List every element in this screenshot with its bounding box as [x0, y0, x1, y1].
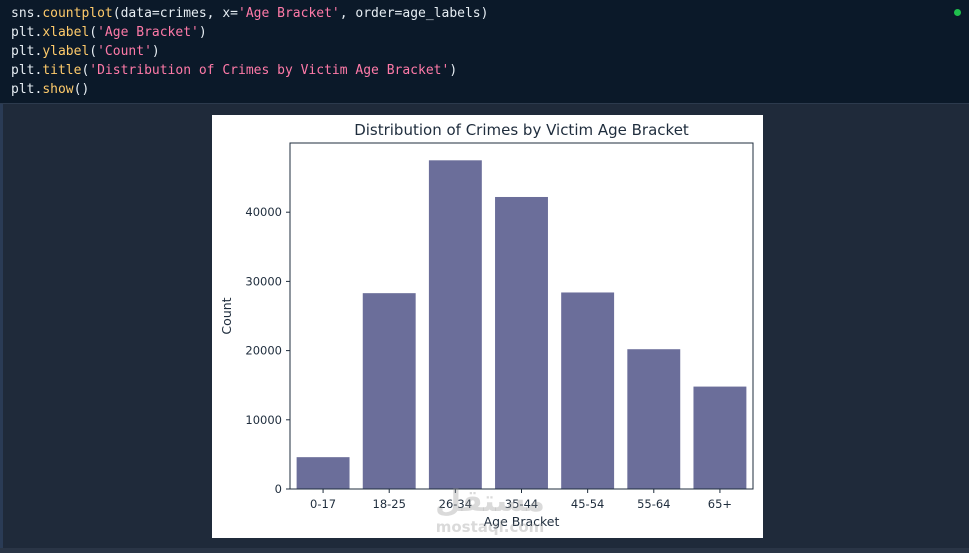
- code-line: plt.xlabel('Age Bracket'): [11, 23, 969, 42]
- code-line: sns.countplot(data=crimes, x='Age Bracke…: [11, 4, 969, 23]
- code-token: ): [198, 25, 207, 40]
- cell-bottom-bar: [0, 548, 969, 553]
- bar-0-17: [296, 457, 350, 489]
- bar-chart: Distribution of Crimes by Victim Age Bra…: [219, 121, 754, 529]
- code-token: plt.: [11, 25, 43, 40]
- x-tick-label: 0-17: [310, 497, 336, 511]
- bar-55-64: [627, 349, 681, 489]
- code-token: countplot: [42, 6, 113, 21]
- code-token: plt.: [11, 82, 43, 97]
- bar-26-34: [428, 160, 482, 490]
- code-token: xlabel: [42, 25, 90, 40]
- code-token: ylabel: [42, 44, 90, 59]
- y-tick-label: 30000: [245, 274, 282, 288]
- x-tick-label: 55-64: [637, 497, 670, 511]
- code-token: (data=crimes, x=: [112, 6, 238, 21]
- y-tick-label: 20000: [245, 344, 282, 358]
- code-token: (: [81, 63, 90, 78]
- bar-65+: [693, 386, 747, 489]
- x-axis-label: Age Bracket: [484, 514, 560, 529]
- code-token: ): [449, 63, 458, 78]
- x-tick-label: 65+: [708, 497, 732, 511]
- chart-figure: Distribution of Crimes by Victim Age Bra…: [212, 115, 763, 538]
- x-tick-label: 35-44: [505, 497, 538, 511]
- bar-35-44: [495, 196, 548, 489]
- code-token: (): [73, 82, 90, 97]
- x-tick-label: 26-34: [439, 497, 472, 511]
- code-line: plt.ylabel('Count'): [11, 42, 969, 61]
- bar-45-54: [561, 292, 615, 489]
- execution-status-indicator: [954, 9, 961, 16]
- code-token: plt.: [11, 63, 43, 78]
- code-line: plt.show(): [11, 80, 969, 99]
- y-tick-label: 0: [275, 482, 282, 496]
- y-tick-label: 40000: [245, 205, 282, 219]
- code-token: sns.: [11, 6, 43, 21]
- code-cell[interactable]: sns.countplot(data=crimes, x='Age Bracke…: [0, 0, 969, 104]
- chart-title: Distribution of Crimes by Victim Age Bra…: [354, 121, 689, 139]
- x-tick-label: 45-54: [571, 497, 604, 511]
- code-token: 'Age Bracket': [97, 25, 199, 40]
- code-token: (: [89, 25, 98, 40]
- x-tick-label: 18-25: [373, 497, 406, 511]
- y-axis-label: Count: [219, 297, 234, 334]
- code-token: 'Age Bracket': [238, 6, 340, 21]
- bar-18-25: [362, 293, 416, 489]
- code-token: ): [151, 44, 160, 59]
- y-tick-label: 10000: [245, 413, 282, 427]
- code-token: plt.: [11, 44, 43, 59]
- code-token: title: [42, 63, 82, 78]
- code-editor[interactable]: sns.countplot(data=crimes, x='Age Bracke…: [11, 4, 969, 99]
- code-token: show: [42, 82, 74, 97]
- code-line: plt.title('Distribution of Crimes by Vic…: [11, 61, 969, 80]
- code-token: (: [89, 44, 98, 59]
- code-token: , order=age_labels): [339, 6, 489, 21]
- code-token: 'Distribution of Crimes by Victim Age Br…: [89, 63, 450, 78]
- code-token: 'Count': [97, 44, 152, 59]
